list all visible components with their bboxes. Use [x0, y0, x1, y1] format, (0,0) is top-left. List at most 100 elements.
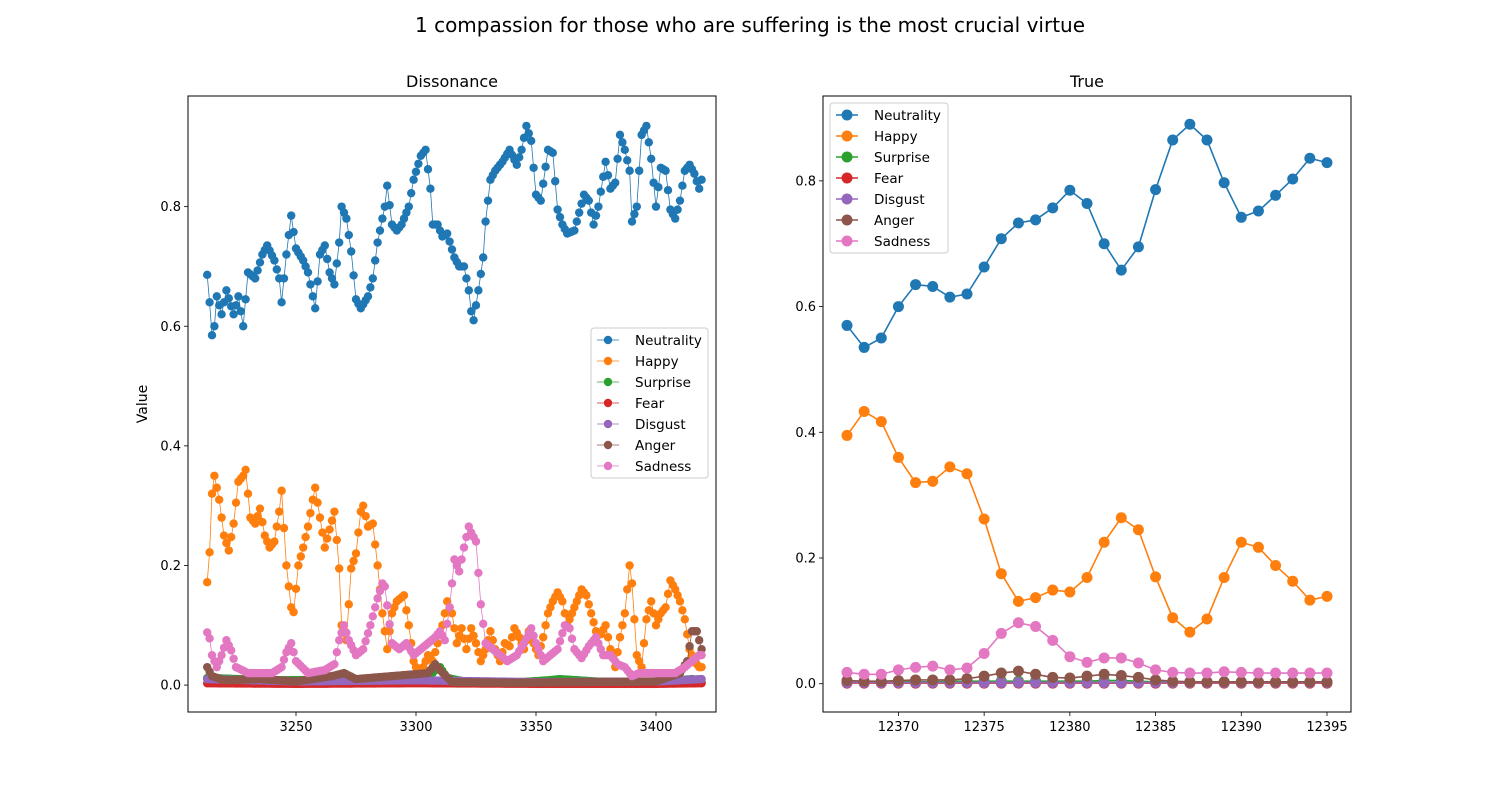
chart0-title: Dissonance: [406, 72, 498, 91]
chart1-point-anger: [841, 675, 853, 687]
chart1-point-anger: [1252, 676, 1264, 688]
chart1-legend-box: [829, 102, 949, 254]
chart0-point-neutrality: [229, 310, 238, 319]
chart0-point-happy: [291, 584, 301, 593]
chart0-point-sadness: [366, 621, 375, 630]
chart1-point-neutrality: [1030, 214, 1042, 226]
chart0-point-happy: [227, 532, 236, 542]
chart0-point-neutrality: [311, 304, 320, 313]
chart0-point-happy: [296, 552, 305, 561]
chart1-point-sadness: [1287, 667, 1299, 679]
chart0-point-neutrality: [421, 145, 430, 155]
chart1-legend-label: Disgust: [874, 192, 925, 208]
chart0-point-happy: [467, 624, 476, 633]
chart0-point-happy: [306, 508, 315, 518]
chart0-point-happy: [623, 585, 632, 594]
chart0-point-neutrality: [601, 157, 610, 166]
chart1-point-neutrality: [1064, 184, 1076, 196]
chart0-point-neutrality: [239, 322, 248, 331]
chart1-point-neutrality: [1132, 241, 1144, 253]
chart0-point-sadness: [335, 636, 344, 645]
chart1-point-neutrality: [961, 288, 973, 300]
chart0-point-sadness: [383, 601, 392, 610]
chart1-point-anger: [978, 670, 990, 682]
chart0-point-sadness: [476, 600, 485, 609]
chart1-point-happy: [961, 468, 973, 480]
chart1-point-happy: [892, 451, 904, 463]
chart0-legend-entry-sadness: Sadness: [597, 459, 691, 475]
chart0-point-neutrality: [330, 280, 339, 289]
chart0-point-happy: [332, 535, 341, 545]
chart0-point-happy: [255, 504, 265, 513]
chart1-point-sadness: [1064, 651, 1076, 663]
chart0-point-sadness: [279, 655, 289, 664]
chart1-point-happy: [1184, 626, 1196, 638]
chart0-point-neutrality: [479, 253, 488, 262]
chart1-point-neutrality: [1012, 217, 1024, 229]
chart1-point-neutrality: [1218, 177, 1230, 189]
chart1-point-sadness: [892, 664, 904, 676]
chart0-point-anger: [695, 636, 704, 645]
chart0-point-happy: [359, 501, 368, 510]
chart1-point-happy: [1287, 575, 1299, 587]
chart0-point-neutrality: [375, 226, 385, 235]
chart0-point-happy: [589, 618, 598, 627]
chart1-point-anger: [1218, 676, 1230, 688]
chart1-ytick-label: 0.6: [795, 300, 816, 315]
chart1-point-anger: [1184, 676, 1196, 688]
chart0-point-neutrality: [575, 208, 584, 217]
chart0-point-happy: [625, 561, 634, 570]
chart0-point-sadness: [385, 620, 394, 629]
chart1-legend: Neutrality Happy Surprise Fear Disgust Anger S…: [829, 102, 949, 254]
chart1-point-happy: [1132, 524, 1144, 536]
chart0-point-neutrality: [347, 247, 356, 256]
chart0-point-neutrality: [675, 196, 685, 205]
chart1-point-happy: [858, 406, 870, 418]
chart1-point-happy: [1012, 595, 1024, 607]
chart1-point-happy: [1081, 571, 1093, 583]
chart0-point-neutrality: [407, 188, 416, 198]
chart1-point-happy: [910, 477, 922, 489]
chart0-point-happy: [344, 600, 353, 609]
chart0-point-happy: [373, 561, 382, 570]
chart0-point-neutrality: [620, 145, 629, 155]
chart0-point-neutrality: [584, 196, 593, 205]
chart1-point-sadness: [1252, 667, 1264, 679]
chart1-point-sadness: [961, 662, 973, 674]
chart0-point-sadness: [217, 650, 226, 660]
chart0-point-sadness: [361, 637, 370, 646]
chart0-point-happy: [219, 531, 229, 540]
chart0-point-sadness: [455, 567, 464, 576]
chart0-point-happy: [649, 609, 658, 618]
chart0-point-sadness: [479, 619, 488, 628]
chart1-xtick-label: 12375: [963, 720, 1004, 735]
chart1-point-anger: [1064, 672, 1076, 684]
chart1-point-neutrality: [927, 280, 939, 292]
chart0-point-neutrality: [539, 179, 548, 188]
chart0-point-happy: [243, 489, 253, 498]
chart0-point-neutrality: [630, 209, 639, 219]
chart0-point-neutrality: [632, 202, 641, 211]
chart0-point-sadness: [332, 647, 341, 657]
chart1-legend-label: Surprise: [874, 150, 930, 166]
chart1-point-sadness: [1081, 656, 1093, 668]
chart0-point-neutrality: [426, 184, 435, 193]
chart0-point-neutrality: [205, 298, 214, 307]
chart1-point-neutrality: [944, 291, 956, 303]
chart0-point-neutrality: [385, 200, 394, 210]
chart0-point-happy: [399, 591, 409, 600]
chart0-xtick-label: 3250: [279, 720, 312, 735]
chart0-point-happy: [210, 471, 219, 480]
chart0-point-sadness: [229, 654, 238, 663]
chart0-point-happy: [663, 589, 673, 599]
chart0-point-neutrality: [469, 316, 478, 325]
chart1-point-sadness: [1132, 657, 1144, 669]
chart0-point-neutrality: [647, 154, 656, 163]
chart1-series-anger: [841, 665, 1333, 688]
chart0-point-sadness: [368, 612, 377, 621]
chart1-point-sadness: [1012, 617, 1024, 629]
chart0-point-happy: [315, 513, 325, 522]
chart0-point-neutrality: [553, 205, 562, 214]
chart0-point-happy: [385, 627, 394, 636]
chart1-point-sadness: [841, 666, 853, 678]
